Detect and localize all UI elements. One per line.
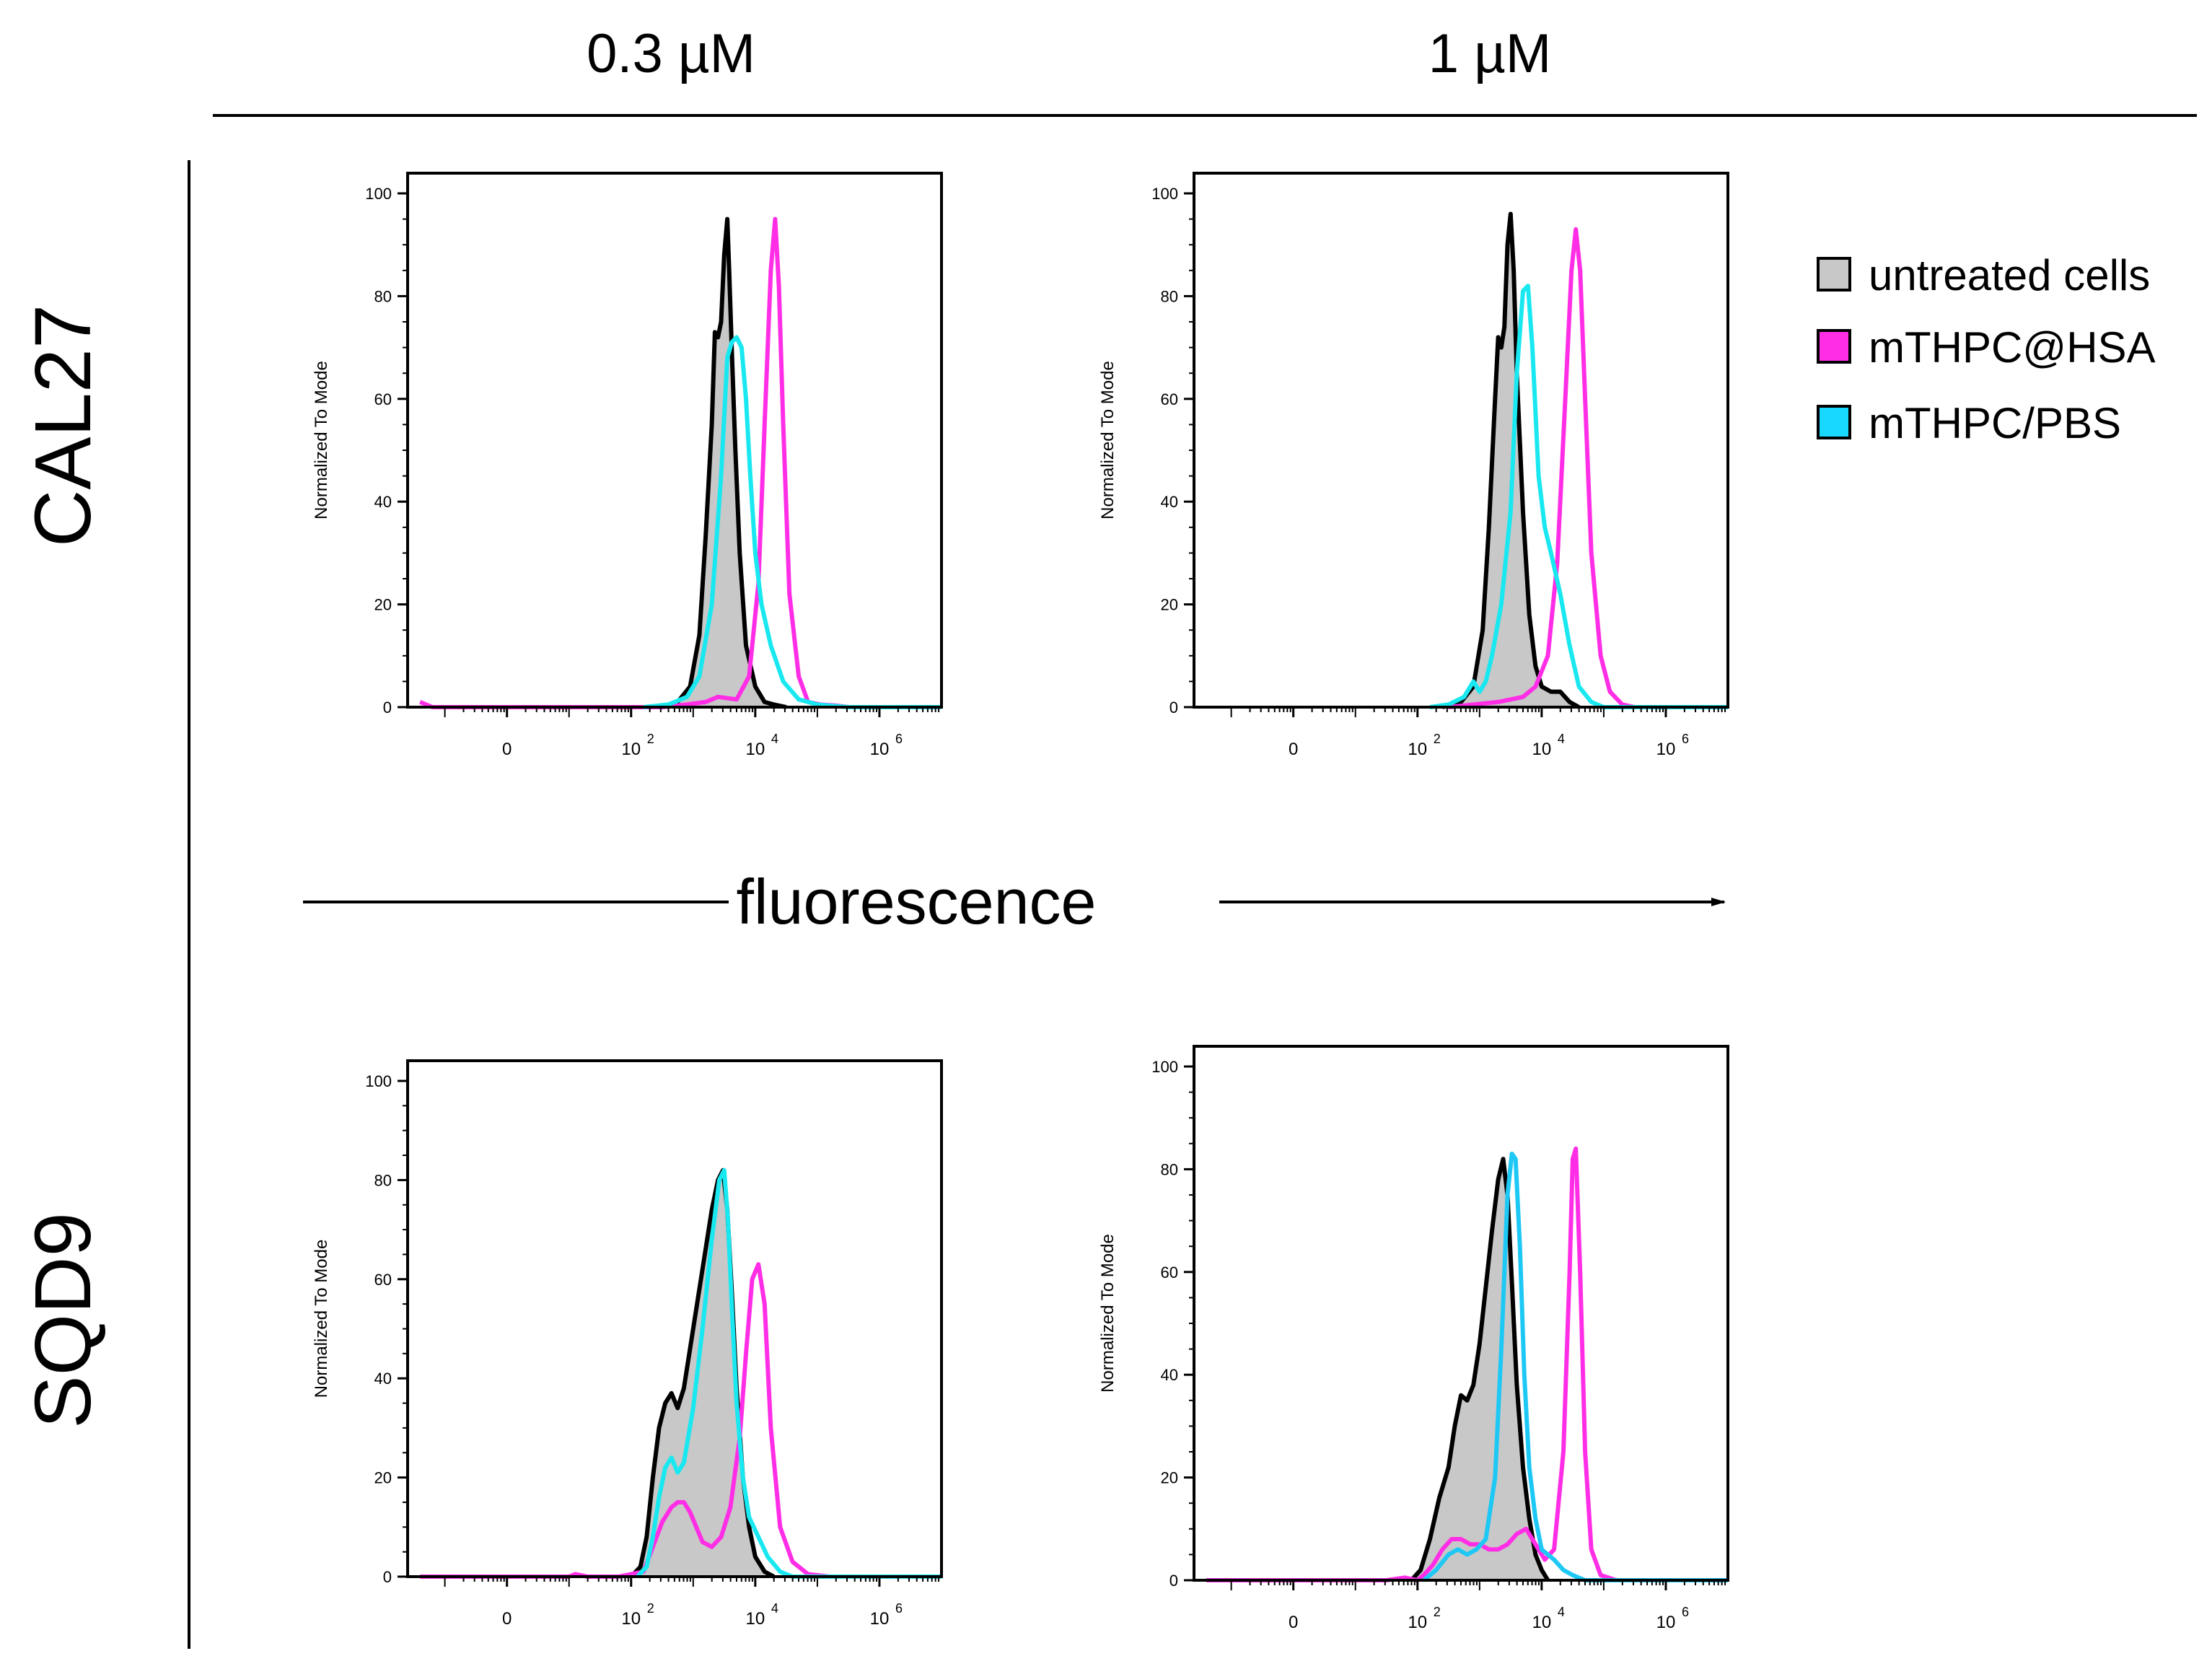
legend: untreated cells mTHPC@HSA mTHPC/PBS [1817, 251, 2156, 447]
series-line-hsa [420, 1262, 942, 1579]
x-tick-label: 10 [746, 1609, 765, 1629]
histogram-panel-sqd9-1: 0 20 40 60 80 100 Normalized To Mode 0 10 2 10 4 10 6 [1098, 1045, 1729, 1632]
x-tick-exponent: 2 [1434, 1605, 1441, 1619]
x-tick-exponent: 6 [895, 732, 903, 746]
legend-swatch-hsa [1817, 329, 1851, 364]
y-tick-label: 100 [365, 1072, 392, 1090]
y-axis-label: Normalized To Mode [1098, 1234, 1118, 1393]
fluorescence-label: fluorescence [737, 866, 1097, 937]
x-tick-label: 10 [746, 740, 765, 759]
x-tick-exponent: 4 [1558, 1605, 1565, 1619]
x-tick-exponent: 2 [647, 1601, 654, 1616]
plot-frame [406, 172, 943, 709]
plot-frame [1193, 172, 1729, 709]
legend-swatch-untreated [1817, 257, 1851, 292]
x-tick-label: 0 [502, 1609, 512, 1629]
x-tick-exponent: 6 [1682, 1605, 1689, 1619]
y-tick-label: 40 [1161, 1366, 1178, 1384]
x-tick-label: 10 [1532, 1613, 1552, 1632]
legend-label-untreated: untreated cells [1869, 251, 2150, 299]
series-line-untreated [1441, 211, 1580, 709]
series-line-pbs [1422, 1152, 1728, 1582]
y-tick-label: 80 [1161, 1160, 1178, 1178]
x-tick-label: 10 [621, 740, 641, 759]
x-tick-label: 0 [1289, 740, 1298, 759]
y-tick-label: 100 [365, 185, 392, 203]
row-label-1: SQD9 [19, 1212, 107, 1429]
series-line-untreated [658, 216, 787, 709]
y-tick-label: 80 [1161, 287, 1178, 305]
series-line-hsa [1206, 1146, 1728, 1582]
column-label-1: 1 µM [1428, 23, 1551, 84]
histogram-panel-cal27-1: 0 20 40 60 80 100 Normalized To Mode 0 10 2 10 4 10 6 [1098, 172, 1729, 759]
x-tick-exponent: 6 [895, 1601, 903, 1616]
y-tick-label: 60 [374, 390, 392, 408]
series-line-pbs [643, 335, 942, 709]
legend-swatch-pbs [1817, 405, 1851, 439]
legend-label-pbs: mTHPC/PBS [1869, 399, 2121, 447]
y-tick-label: 40 [374, 1370, 392, 1388]
y-tick-label: 80 [374, 287, 392, 305]
column-label-0: 0.3 µM [587, 23, 755, 84]
y-tick-label: 20 [374, 1469, 392, 1487]
y-tick-label: 20 [1161, 596, 1178, 614]
y-tick-label: 60 [1161, 1263, 1178, 1282]
y-axis-label: Normalized To Mode [312, 361, 331, 520]
series-line-pbs [1429, 284, 1728, 709]
x-tick-exponent: 4 [1558, 732, 1565, 746]
x-tick-label: 10 [1532, 740, 1552, 759]
x-tick-label: 10 [870, 1609, 890, 1629]
x-tick-exponent: 2 [647, 732, 654, 746]
x-tick-label: 10 [1656, 740, 1676, 759]
y-tick-label: 40 [1161, 493, 1178, 511]
y-tick-label: 100 [1151, 185, 1178, 203]
series-line-hsa [1448, 227, 1728, 709]
legend-label-hsa: mTHPC@HSA [1869, 323, 2156, 372]
y-tick-label: 60 [374, 1271, 392, 1289]
y-axis-label: Normalized To Mode [312, 1240, 331, 1398]
series-fill-untreated [1411, 1159, 1548, 1580]
y-tick-label: 0 [1169, 1572, 1178, 1590]
histogram-panel-sqd9-0p3: 0 20 40 60 80 100 Normalized To Mode 0 10 2 10 4 10 6 [312, 1059, 943, 1629]
y-tick-label: 0 [383, 698, 392, 717]
series-line-pbs [636, 1168, 942, 1579]
y-tick-label: 20 [1161, 1469, 1178, 1487]
y-tick-label: 40 [374, 493, 392, 511]
x-tick-label: 0 [1289, 1613, 1298, 1632]
x-tick-label: 10 [870, 740, 890, 759]
histogram-panel-cal27-0p3: 0 20 40 60 80 100 Normalized To Mode 0 10 2 10 4 10 6 [312, 172, 943, 759]
series-fill-untreated [631, 1170, 774, 1577]
row-label-0: CAL27 [19, 305, 107, 547]
y-tick-label: 60 [1161, 390, 1178, 408]
x-tick-label: 10 [621, 1609, 641, 1629]
y-tick-label: 100 [1151, 1058, 1178, 1076]
series-fill-untreated [1442, 214, 1579, 707]
y-axis-label: Normalized To Mode [1098, 361, 1118, 520]
y-tick-label: 20 [374, 596, 392, 614]
x-tick-exponent: 6 [1682, 732, 1689, 746]
y-tick-label: 0 [1169, 698, 1178, 717]
series-line-untreated [1409, 1157, 1550, 1582]
y-tick-label: 80 [374, 1171, 392, 1189]
y-tick-label: 0 [383, 1568, 392, 1586]
series-line-hsa [419, 216, 942, 709]
x-tick-exponent: 2 [1434, 732, 1441, 746]
x-tick-exponent: 4 [771, 1601, 778, 1616]
x-tick-label: 0 [502, 740, 512, 759]
x-tick-label: 10 [1408, 1613, 1427, 1632]
x-tick-label: 10 [1408, 740, 1427, 759]
x-tick-label: 10 [1656, 1613, 1676, 1632]
x-tick-exponent: 4 [771, 732, 778, 746]
